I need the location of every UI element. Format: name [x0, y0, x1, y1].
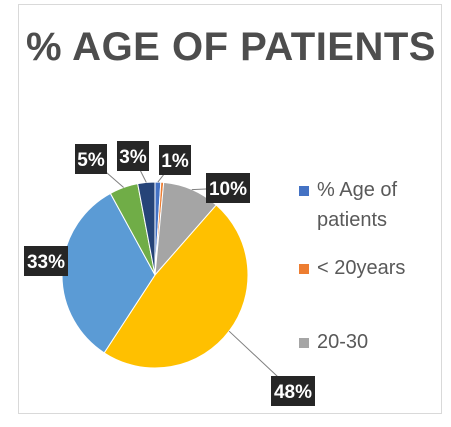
legend-swatch-2 — [299, 338, 309, 348]
data-label-3: 48% — [274, 382, 312, 403]
legend-swatch-0 — [299, 186, 309, 196]
legend-label-1: < 20years — [317, 257, 405, 279]
data-label-0: 1% — [161, 151, 189, 172]
data-label-box-6 — [117, 141, 149, 171]
data-labels: 1% 10% 48% 33% 5% 3% — [24, 141, 315, 406]
legend-label-0: % Age of patients — [317, 179, 398, 231]
data-label-box-4 — [24, 246, 68, 276]
data-label-box-0 — [159, 145, 191, 175]
data-label-4: 33% — [27, 252, 65, 273]
data-label-5: 5% — [77, 150, 105, 171]
data-label-6: 3% — [119, 147, 147, 168]
pie-slices — [61, 181, 249, 369]
data-label-box-2 — [206, 173, 250, 203]
data-label-2: 10% — [209, 179, 247, 200]
legend: % Age of patients < 20years 20-30 — [299, 179, 405, 353]
legend-label-2: 20-30 — [317, 331, 368, 353]
chart-title: % AGE OF PATIENTS — [25, 25, 436, 69]
chart-frame: % AGE OF PATIENTS — [18, 4, 442, 414]
legend-swatch-1 — [299, 264, 309, 274]
pie-slice-3 — [103, 204, 249, 369]
data-label-box-3 — [271, 376, 315, 406]
data-label-box-5 — [75, 144, 107, 174]
